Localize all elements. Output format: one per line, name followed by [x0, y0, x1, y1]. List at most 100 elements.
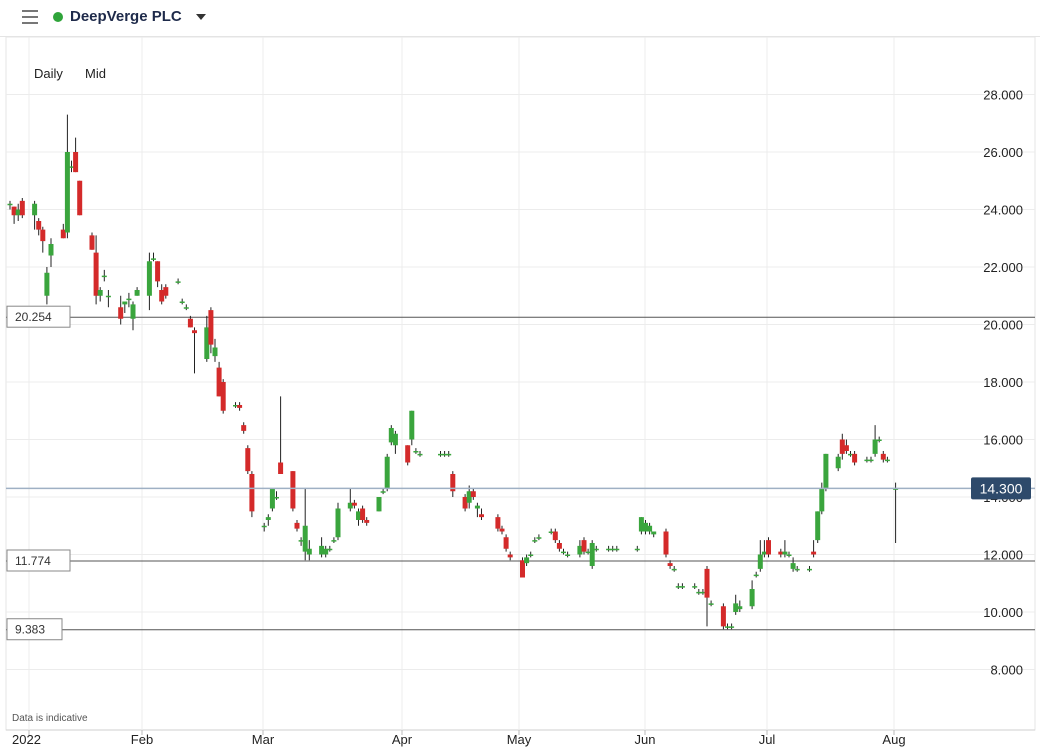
- y-tick-label: 16.000: [983, 433, 1023, 448]
- candle-body: [44, 272, 50, 296]
- x-tick-label: 2022: [12, 732, 41, 747]
- candle-body: [593, 548, 599, 551]
- horizontal-levels: 20.254 11.774 9.383: [6, 305, 1035, 641]
- level-label-box: [6, 618, 63, 641]
- candle-body: [159, 290, 165, 302]
- candle-body: [32, 203, 38, 216]
- hamburger-menu-icon[interactable]: [22, 10, 38, 24]
- candle-body: [778, 551, 784, 555]
- candle-body: [77, 180, 83, 216]
- candle-body: [864, 459, 870, 462]
- level-label: 9.383: [15, 623, 45, 637]
- x-tick-label: Jul: [759, 732, 776, 747]
- candle-body: [507, 554, 513, 558]
- candle-body: [64, 152, 70, 233]
- candle-body: [151, 258, 156, 260]
- candle-body: [675, 586, 681, 588]
- candle-body: [823, 453, 829, 489]
- y-tick-label: 20.000: [983, 318, 1023, 333]
- candle-body: [720, 606, 726, 627]
- disclaimer-text: Data is indicative: [12, 713, 88, 724]
- candle-body: [880, 453, 886, 460]
- candle-body: [852, 453, 858, 463]
- candle-body: [175, 281, 181, 283]
- candle-body: [101, 275, 107, 278]
- candle-body: [565, 554, 571, 556]
- candle-body: [298, 540, 304, 542]
- candle-body: [503, 537, 509, 549]
- candle-body: [589, 543, 595, 566]
- candle-body: [548, 531, 554, 533]
- candle-body: [15, 209, 21, 216]
- market-status-dot: [53, 12, 63, 22]
- x-tick-label: Jun: [635, 732, 656, 747]
- candle-body: [811, 551, 817, 555]
- candle-body: [269, 488, 275, 509]
- period-button[interactable]: Daily: [34, 66, 63, 81]
- candle-body: [524, 557, 530, 564]
- candle-body: [241, 425, 247, 431]
- candle-body: [36, 221, 42, 230]
- candle-body: [183, 307, 189, 309]
- candle-body: [474, 505, 480, 509]
- candle-body: [438, 453, 443, 456]
- current-price-box: [971, 477, 1031, 500]
- candle-body: [766, 540, 771, 555]
- candle-body: [335, 508, 341, 538]
- candle-body: [872, 439, 878, 454]
- candle-body: [495, 517, 501, 529]
- candle-body: [556, 543, 562, 549]
- x-tick-label: May: [507, 732, 532, 747]
- candle-body: [671, 568, 677, 571]
- candle-body: [40, 229, 46, 242]
- instrument-selector[interactable]: DeepVerge PLC: [70, 8, 182, 25]
- candle-body: [48, 244, 54, 256]
- candle-body: [306, 548, 312, 555]
- price-type-button[interactable]: Mid: [85, 66, 106, 81]
- candle-body: [794, 568, 800, 571]
- candle-body: [274, 497, 279, 499]
- candle-body: [757, 554, 763, 569]
- candle-body: [19, 200, 25, 216]
- level-label: 20.254: [15, 310, 52, 324]
- candle-body: [585, 551, 591, 554]
- candle-body: [470, 491, 476, 497]
- candle-body: [261, 525, 267, 528]
- candle-body: [843, 445, 849, 451]
- candle-body: [179, 301, 185, 303]
- candle-body: [749, 589, 755, 607]
- candle-body: [450, 474, 456, 492]
- candle-body: [532, 540, 538, 542]
- candle-body: [290, 471, 296, 509]
- x-axis: 2022 Feb Mar Apr May Jun Jul Aug: [12, 730, 906, 747]
- candle-body: [126, 298, 132, 301]
- candle-body: [294, 522, 300, 529]
- candle-body: [392, 433, 398, 446]
- candle-body: [409, 410, 415, 440]
- candle-body: [700, 591, 706, 594]
- candle-body: [848, 453, 853, 456]
- x-tick-label: Apr: [392, 732, 413, 747]
- candle-body: [614, 548, 620, 551]
- candle-body: [520, 560, 525, 578]
- candlesticks: [7, 114, 899, 630]
- candle-body: [638, 517, 644, 532]
- chevron-down-icon[interactable]: [196, 14, 206, 20]
- candle-body: [417, 453, 423, 456]
- candle-body: [105, 295, 111, 298]
- candle-body: [208, 310, 214, 345]
- candle-body: [212, 347, 218, 357]
- candle-body: [220, 382, 226, 411]
- candle-body: [278, 462, 284, 474]
- y-tick-label: 22.000: [983, 260, 1023, 275]
- candle-body: [466, 491, 472, 503]
- candle-body: [302, 525, 308, 552]
- x-tick-label: Feb: [131, 732, 153, 747]
- candle-body: [786, 554, 792, 556]
- candle-body: [577, 545, 583, 555]
- y-tick-label: 24.000: [983, 203, 1023, 218]
- candle-body: [733, 603, 739, 612]
- level-label-box: [6, 549, 71, 572]
- price-chart[interactable]: 20.254 11.774 9.383 28.000 26.000 24.000 22.0…: [0, 37, 1040, 753]
- candle-body: [667, 563, 673, 566]
